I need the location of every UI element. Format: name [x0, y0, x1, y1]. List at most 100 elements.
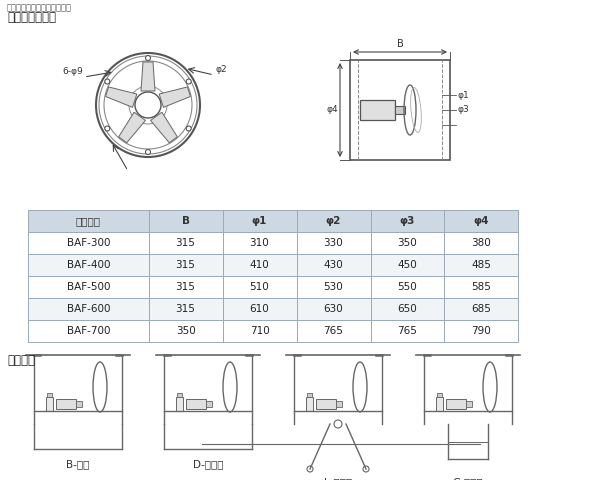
- Bar: [445, 276, 518, 298]
- Text: φ4: φ4: [474, 216, 489, 226]
- Text: BAF-300: BAF-300: [67, 238, 110, 248]
- Bar: [47, 393, 52, 397]
- Bar: [296, 276, 371, 298]
- Text: G-固定式: G-固定式: [452, 477, 484, 480]
- Bar: [223, 320, 296, 342]
- Bar: [28, 232, 149, 254]
- Text: 315: 315: [176, 282, 196, 292]
- Bar: [296, 320, 371, 342]
- Bar: [223, 210, 296, 232]
- Bar: [223, 254, 296, 276]
- Text: 790: 790: [472, 326, 491, 336]
- Text: 450: 450: [398, 260, 418, 270]
- Text: 350: 350: [176, 326, 196, 336]
- Bar: [149, 254, 223, 276]
- Text: D-管道式: D-管道式: [193, 459, 223, 469]
- Text: B-壁式: B-壁式: [67, 459, 89, 469]
- Circle shape: [105, 79, 110, 84]
- Text: 610: 610: [250, 304, 269, 314]
- Polygon shape: [119, 112, 145, 143]
- Text: φ3: φ3: [400, 216, 415, 226]
- Text: φ1: φ1: [457, 91, 469, 99]
- Bar: [296, 298, 371, 320]
- Bar: [445, 232, 518, 254]
- Text: 注：订购时需提出以上标准。: 注：订购时需提出以上标准。: [7, 3, 72, 12]
- Bar: [306, 397, 313, 411]
- Text: 型号规格: 型号规格: [76, 216, 101, 226]
- Bar: [446, 399, 466, 409]
- Bar: [296, 210, 371, 232]
- Text: B: B: [182, 216, 190, 226]
- Bar: [445, 210, 518, 232]
- Text: 765: 765: [398, 326, 418, 336]
- Polygon shape: [106, 87, 137, 108]
- Text: BAF-400: BAF-400: [67, 260, 110, 270]
- Bar: [28, 320, 149, 342]
- Text: 530: 530: [323, 282, 343, 292]
- Bar: [28, 210, 149, 232]
- Bar: [28, 298, 149, 320]
- Circle shape: [186, 79, 191, 84]
- Text: 310: 310: [250, 238, 269, 248]
- Bar: [371, 298, 445, 320]
- Bar: [395, 106, 405, 114]
- Text: 650: 650: [398, 304, 418, 314]
- Bar: [336, 401, 342, 407]
- Text: φ1: φ1: [252, 216, 267, 226]
- Polygon shape: [159, 87, 190, 108]
- Bar: [296, 254, 371, 276]
- Bar: [307, 393, 312, 397]
- Bar: [28, 276, 149, 298]
- Text: 685: 685: [472, 304, 491, 314]
- Bar: [223, 232, 296, 254]
- Bar: [177, 393, 182, 397]
- Text: φ4: φ4: [326, 106, 338, 115]
- Circle shape: [105, 126, 110, 131]
- Bar: [223, 298, 296, 320]
- Bar: [371, 254, 445, 276]
- Bar: [223, 276, 296, 298]
- Bar: [296, 232, 371, 254]
- Bar: [149, 210, 223, 232]
- Circle shape: [186, 126, 191, 131]
- Text: BAF-600: BAF-600: [67, 304, 110, 314]
- Text: L-岗位式: L-岗位式: [324, 477, 352, 480]
- Text: 315: 315: [176, 304, 196, 314]
- Bar: [149, 320, 223, 342]
- Bar: [28, 254, 149, 276]
- Text: 330: 330: [323, 238, 343, 248]
- Bar: [436, 397, 443, 411]
- Bar: [56, 399, 76, 409]
- Text: 315: 315: [176, 260, 196, 270]
- Text: BAF-500: BAF-500: [67, 282, 110, 292]
- Bar: [76, 401, 82, 407]
- Bar: [437, 393, 442, 397]
- Text: φ2: φ2: [326, 216, 341, 226]
- Text: 485: 485: [472, 260, 491, 270]
- Text: 350: 350: [398, 238, 418, 248]
- Text: φ2: φ2: [215, 65, 227, 74]
- Bar: [350, 60, 450, 160]
- Bar: [176, 397, 183, 411]
- Text: 710: 710: [250, 326, 269, 336]
- Text: 6-φ9: 6-φ9: [62, 67, 83, 76]
- Bar: [445, 298, 518, 320]
- Circle shape: [146, 149, 151, 155]
- Bar: [445, 320, 518, 342]
- Bar: [149, 276, 223, 298]
- Bar: [149, 298, 223, 320]
- Circle shape: [146, 56, 151, 60]
- Polygon shape: [151, 112, 178, 143]
- Text: 315: 315: [176, 238, 196, 248]
- Bar: [371, 276, 445, 298]
- Text: 380: 380: [472, 238, 491, 248]
- Text: BAF-700: BAF-700: [67, 326, 110, 336]
- Bar: [206, 401, 212, 407]
- Bar: [46, 397, 53, 411]
- Bar: [186, 399, 206, 409]
- Bar: [371, 232, 445, 254]
- Bar: [371, 210, 445, 232]
- Text: 安装形式: 安装形式: [7, 354, 35, 367]
- Bar: [316, 399, 336, 409]
- Bar: [149, 232, 223, 254]
